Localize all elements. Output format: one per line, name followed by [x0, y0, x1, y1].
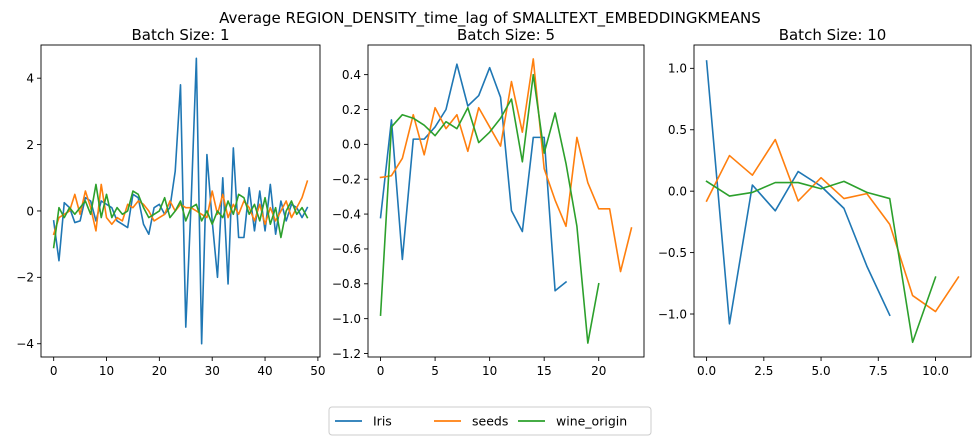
axes-frame [40, 44, 321, 358]
series-line-seeds [379, 58, 633, 273]
x-tick-label: 0 [50, 364, 58, 378]
y-tick-label: −0.5 [658, 246, 687, 260]
series-line-seeds [705, 138, 960, 313]
figure-suptitle: Average REGION_DENSITY_time_lag of SMALL… [219, 9, 761, 28]
series-line-wine-origin [52, 183, 309, 249]
y-tick-label: 1.0 [668, 62, 687, 76]
x-tick-label: 5.0 [812, 364, 831, 378]
y-tick-label: 0 [26, 204, 34, 218]
axes-frame [367, 44, 645, 358]
y-tick-label: −2 [16, 271, 34, 285]
legend-item-seeds: seeds [434, 414, 508, 429]
y-tick-label: −0.4 [332, 207, 361, 221]
series-line-iris [705, 60, 891, 325]
x-tick-label: 15 [537, 364, 552, 378]
y-tick-label: 0.4 [342, 68, 361, 82]
y-tick-label: −1.0 [658, 307, 687, 321]
subplot-3: Batch Size: 10 0.0 2.5 5.0 7.5 10.0 −1.0 −0.5 0.… [658, 26, 972, 378]
y-tick-label: 0.0 [342, 138, 361, 152]
x-tick-label: 0.0 [697, 364, 716, 378]
subplot-title: Batch Size: 5 [457, 26, 555, 44]
subplot-2: Batch Size: 5 0 5 10 15 20 −1.2 −1.0 −0.8 −0.6 −0.… [332, 26, 645, 378]
series-lines [705, 60, 960, 344]
series-line-wine-origin [705, 180, 937, 344]
y-tick-label: 0.5 [668, 123, 687, 137]
x-tick-label: 10.0 [922, 364, 949, 378]
subplot-title: Batch Size: 10 [779, 26, 887, 44]
legend-label: wine_origin [556, 414, 627, 429]
series-line-iris [52, 57, 309, 345]
x-tick-label: 7.5 [869, 364, 888, 378]
y-tick-label: −0.2 [332, 173, 361, 187]
x-tick-label: 10 [99, 364, 114, 378]
y-tick-label: 4 [26, 71, 34, 85]
y-tick-label: −4 [16, 337, 34, 351]
y-tick-label: 0.2 [342, 103, 361, 117]
y-tick-label: −0.8 [332, 277, 361, 291]
x-tick-label: 10 [482, 364, 497, 378]
x-tick-label: 50 [310, 364, 325, 378]
legend-label: seeds [472, 414, 508, 429]
x-tick-label: 5 [431, 364, 439, 378]
x-tick-label: 0 [377, 364, 385, 378]
legend-item-wine-origin: wine_origin [518, 414, 627, 429]
series-line-iris [379, 63, 568, 292]
series-lines [52, 57, 309, 345]
y-tick-label: 0.0 [668, 184, 687, 198]
subplot-1: Batch Size: 1 0 10 20 30 40 50 −4 −2 0 2 4 [16, 26, 325, 378]
x-tick-label: 40 [257, 364, 272, 378]
subplot-title: Batch Size: 1 [131, 26, 229, 44]
x-tick-label: 20 [591, 364, 606, 378]
legend-item-iris: Iris [335, 414, 392, 429]
legend: Iris seeds wine_origin [328, 406, 652, 436]
x-tick-label: 20 [152, 364, 167, 378]
series-lines [379, 58, 633, 344]
series-line-wine-origin [379, 73, 600, 344]
legend-label: Iris [373, 414, 392, 429]
legend-box [328, 406, 652, 436]
y-tick-label: −1.2 [332, 347, 361, 361]
y-tick-label: −1.0 [332, 312, 361, 326]
y-tick-label: 2 [26, 138, 34, 152]
y-tick-label: −0.6 [332, 242, 361, 256]
x-tick-label: 30 [205, 364, 220, 378]
axes-frame [693, 44, 972, 358]
series-line-seeds [52, 180, 309, 236]
x-tick-label: 2.5 [754, 364, 773, 378]
